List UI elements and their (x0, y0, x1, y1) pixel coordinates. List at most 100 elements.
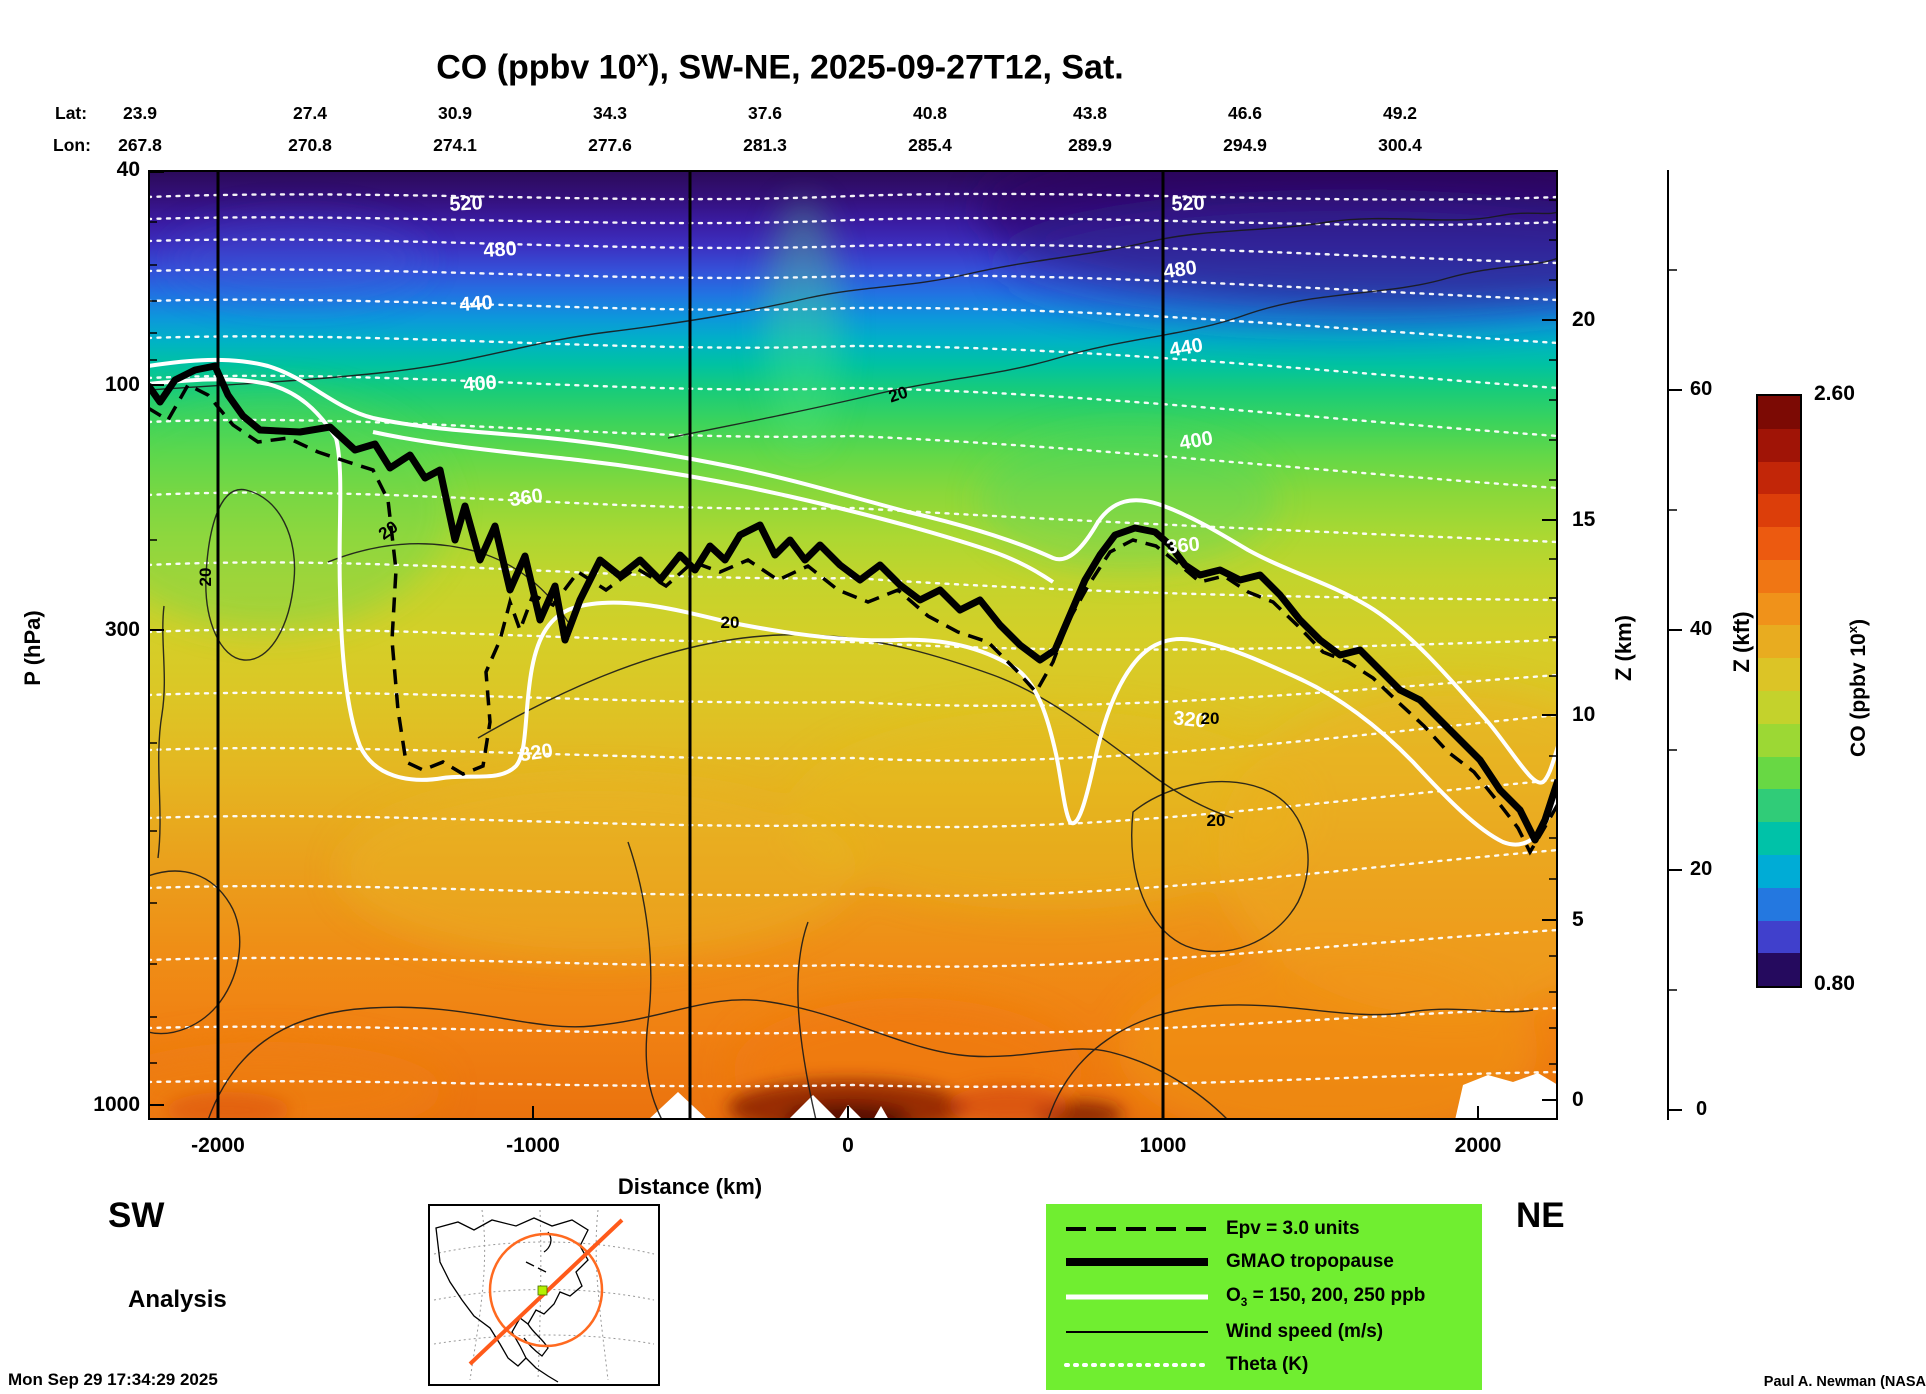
legend: Epv = 3.0 units GMAO tropopause O3 = 150… (1046, 1204, 1482, 1390)
map-inset (428, 1204, 660, 1386)
lon-value: 285.4 (908, 135, 952, 155)
ozone-label-suffix: = 150, 200, 250 ppb (1247, 1285, 1426, 1307)
tropopause-line (148, 362, 1558, 844)
lat-value: 23.9 (122, 103, 158, 123)
theta-contours (148, 192, 1558, 1088)
theta-label-440-left: 440 (459, 292, 494, 316)
colorbar-min-label: 0.80 (1814, 972, 1855, 995)
zkm-tick: 20 (1572, 308, 1596, 331)
ozone-label-prefix: O (1226, 1285, 1241, 1307)
sw-corner-label: SW (108, 1196, 165, 1235)
tropopause-line-sample (1066, 1258, 1208, 1267)
colorbar-title: CO (ppbv 10x) (1845, 619, 1871, 757)
legend-item-epv: Epv = 3.0 units (1062, 1218, 1466, 1240)
waypoint-lines (216, 170, 1165, 1120)
map-coastline (435, 1217, 589, 1383)
title-superscript: x (636, 48, 649, 71)
wind-line-sample (1066, 1330, 1208, 1333)
pressure-tick: 40 (116, 158, 140, 181)
zkft-tick: 20 (1690, 858, 1713, 880)
wind-speed-contours (148, 211, 1558, 1120)
map-center-marker (537, 1285, 548, 1296)
distance-tick: -2000 (191, 1134, 245, 1157)
pressure-tick: 300 (104, 618, 140, 641)
wind-label-20: 20 (1207, 811, 1226, 830)
theta-label-320-right: 320 (1172, 707, 1207, 732)
theta-label-520-right: 520 (1171, 192, 1205, 215)
page-title: CO (ppbv 10x), SW-NE, 2025-09-27T12, Sat… (436, 48, 1124, 87)
zkm-tick: 15 (1572, 508, 1596, 531)
lat-value: 49.2 (1382, 103, 1418, 123)
theta-label-360-left: 360 (508, 485, 544, 511)
colorbar-title-prefix: CO (ppbv 10 (1847, 633, 1870, 757)
plot-frame (148, 170, 1558, 1120)
lon-value: 270.8 (288, 135, 332, 155)
lon-value: 300.4 (1378, 135, 1422, 155)
colorbar-max-label: 2.60 (1814, 382, 1855, 405)
theta-label-480-right: 480 (1162, 257, 1198, 283)
ne-corner-label: NE (1516, 1196, 1565, 1235)
theta-label-320-left: 320 (518, 740, 554, 766)
legend-label-tropopause: GMAO tropopause (1226, 1251, 1394, 1273)
wind-label-20: 20 (721, 613, 740, 632)
legend-label-wind: Wind speed (m/s) (1226, 1320, 1384, 1342)
zkm-tick: 5 (1572, 908, 1584, 931)
lon-value: 289.9 (1068, 135, 1112, 155)
colorbar-title-suffix: ) (1847, 619, 1870, 627)
zkft-tick: 0 (1696, 1098, 1708, 1120)
lat-value: 40.8 (912, 103, 948, 123)
epv-line-sample (1066, 1226, 1208, 1231)
distance-tick: 1000 (1139, 1134, 1187, 1157)
ozone-contours (148, 357, 1558, 847)
legend-item-theta: Theta (K) (1062, 1354, 1466, 1376)
zkm-tick: 10 (1572, 703, 1596, 726)
lat-value: 30.9 (437, 103, 473, 123)
legend-label-epv: Epv = 3.0 units (1226, 1217, 1360, 1239)
zkft-axis-label: Z (kft) (1729, 611, 1754, 673)
theta-label-520-left: 520 (449, 192, 483, 216)
lat-value: 34.3 (592, 103, 628, 123)
epv-contour (148, 382, 1558, 856)
pressure-tick: 1000 (93, 1093, 140, 1116)
pressure-tick: 100 (104, 373, 140, 396)
map-range-circle (488, 1232, 604, 1348)
zkm-tick: 0 (1572, 1088, 1584, 1111)
ozone-line-sample (1066, 1294, 1208, 1300)
distance-tick: 0 (842, 1134, 854, 1157)
co-color-field (148, 170, 1558, 1120)
theta-label-400-left: 400 (463, 372, 498, 397)
terrain-notches (648, 1073, 1558, 1120)
lat-value: 43.8 (1072, 103, 1108, 123)
analysis-label: Analysis (128, 1286, 227, 1313)
wind-label-20: 20 (196, 568, 215, 587)
theta-label-480-left: 480 (483, 238, 518, 262)
credit: Paul A. Newman (NASA (1763, 1374, 1926, 1390)
distance-tick: 2000 (1454, 1134, 1502, 1157)
lon-value: 294.9 (1223, 135, 1267, 155)
wind-label-20: 20 (886, 383, 910, 407)
legend-label-theta: Theta (K) (1226, 1354, 1309, 1376)
zkft-axis (1667, 170, 1682, 1120)
lon-value: 274.1 (433, 135, 477, 155)
lat-value: 37.6 (747, 103, 783, 123)
title-prefix: CO (ppbv 10 (436, 48, 637, 87)
cross-section-plot: 520 520 480 480 440 440 400 400 360 360 … (148, 170, 1558, 1120)
legend-item-wind: Wind speed (m/s) (1062, 1321, 1466, 1343)
distance-axis-label: Distance (km) (617, 1174, 763, 1199)
theta-contour-labels: 520 520 480 480 440 440 400 400 360 360 … (449, 192, 1215, 766)
legend-item-tropopause: GMAO tropopause (1062, 1251, 1466, 1273)
distance-tick: -1000 (506, 1134, 560, 1157)
lat-axis-label: Lat: (55, 103, 88, 123)
colorbar-title-sup: x (1845, 626, 1860, 634)
theta-line-sample (1064, 1363, 1210, 1368)
zkm-axis-label: Z (km) (1611, 615, 1636, 681)
lon-value: 267.8 (118, 135, 162, 155)
pressure-axis-label: P (hPa) (20, 610, 45, 686)
lon-value: 277.6 (588, 135, 632, 155)
lon-value: 281.3 (743, 135, 787, 155)
title-suffix: ), SW-NE, 2025-09-27T12, Sat. (648, 48, 1124, 87)
theta-label-360-right: 360 (1165, 533, 1200, 558)
colorbar-gradient (1756, 394, 1802, 988)
zkft-tick: 60 (1690, 378, 1713, 400)
